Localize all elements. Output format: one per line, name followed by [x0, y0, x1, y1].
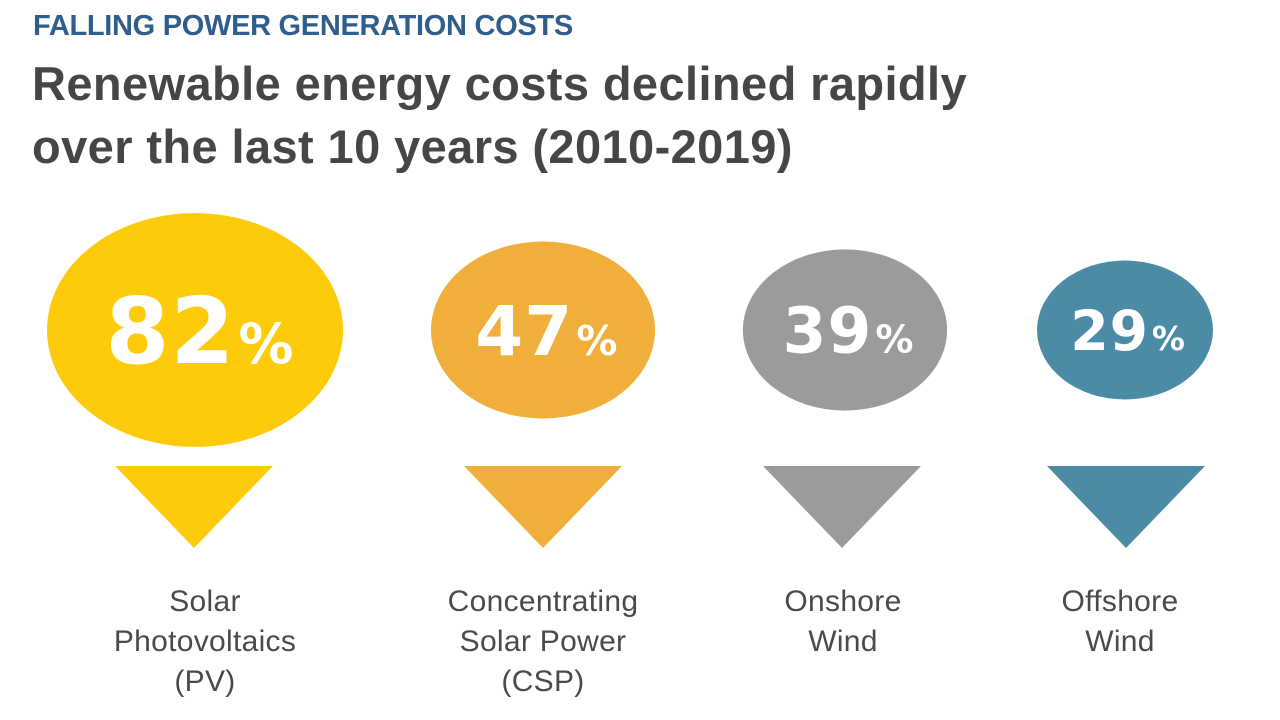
bubble-pv: 82% — [47, 213, 343, 548]
bubble-offshore-wind: 29% — [1037, 260, 1213, 548]
bubble-csp: 47% — [431, 241, 655, 548]
value-number: 47 — [475, 292, 573, 372]
category-label-line: Photovoltaics — [113, 625, 297, 658]
value-number: 39 — [783, 295, 873, 368]
category-label-offshore-wind: Offshore Wind — [970, 582, 1270, 662]
category-label-line: (CSP) — [501, 665, 585, 698]
chart-kicker: FALLING POWER GENERATION COSTS — [33, 10, 573, 42]
down-triangle-icon — [464, 466, 622, 548]
value-label: 47% — [475, 292, 617, 372]
down-triangle-icon — [1047, 466, 1205, 548]
value-bubble — [47, 213, 343, 447]
value-bubble — [431, 241, 655, 419]
chart-title: Renewable energy costs declined rapidly … — [32, 52, 1252, 178]
category-label-line: Onshore — [784, 585, 902, 618]
value-bubble — [742, 249, 948, 411]
category-label-pv: Solar Photovoltaics (PV) — [55, 582, 355, 702]
value-percent-sign: % — [1152, 319, 1185, 358]
category-label-line: Wind — [1085, 625, 1155, 658]
down-triangle-icon — [763, 466, 921, 548]
value-number: 29 — [1070, 299, 1149, 363]
chart-title-line-2: over the last 10 years (2010-2019) — [32, 120, 793, 173]
category-label-line: Solar Power — [459, 625, 627, 658]
category-label-line: Solar — [169, 585, 241, 618]
value-bubble — [1037, 260, 1213, 400]
chart-title-line-1: Renewable energy costs declined rapidly — [32, 57, 968, 110]
value-label: 29% — [1070, 299, 1185, 363]
category-label-csp: Concentrating Solar Power (CSP) — [393, 582, 693, 702]
value-percent-sign: % — [238, 312, 293, 376]
category-label-line: Concentrating — [447, 585, 639, 618]
bubble-onshore-wind: 39% — [742, 249, 948, 548]
down-triangle-icon — [115, 466, 273, 548]
value-label: 39% — [783, 295, 914, 368]
value-number: 82 — [105, 278, 235, 385]
value-percent-sign: % — [576, 317, 617, 365]
value-label: 82% — [105, 278, 293, 385]
category-label-onshore-wind: Onshore Wind — [693, 582, 993, 662]
category-label-line: (PV) — [174, 665, 236, 698]
category-label-line: Offshore — [1061, 585, 1179, 618]
category-label-line: Wind — [808, 625, 878, 658]
value-percent-sign: % — [875, 318, 913, 362]
